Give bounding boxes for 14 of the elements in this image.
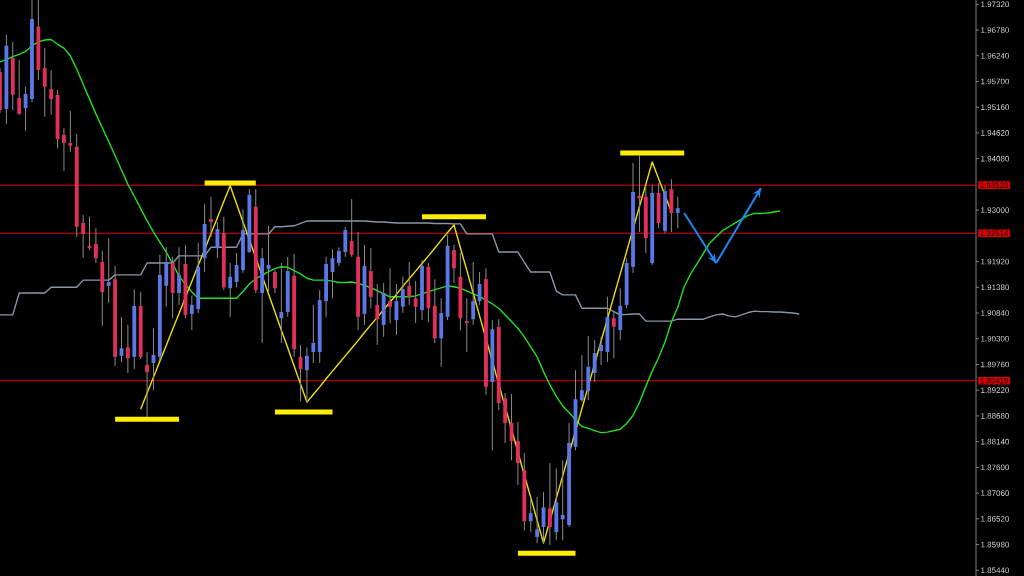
candlestick xyxy=(279,262,284,344)
candlestick xyxy=(62,127,66,172)
candlestick xyxy=(560,459,565,541)
candlestick xyxy=(464,297,469,353)
candlestick xyxy=(106,237,111,304)
candlestick xyxy=(675,196,680,229)
candlestick xyxy=(528,496,533,533)
candlestick xyxy=(209,196,213,238)
candlestick xyxy=(68,110,73,153)
candlestick xyxy=(388,267,392,324)
candlestick xyxy=(311,304,316,364)
candlestick xyxy=(413,280,418,324)
candlestick xyxy=(599,336,603,366)
candlestick xyxy=(145,351,149,418)
